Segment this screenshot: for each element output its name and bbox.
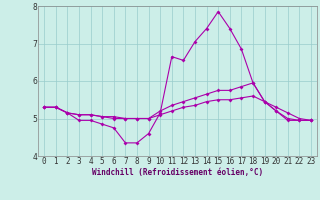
X-axis label: Windchill (Refroidissement éolien,°C): Windchill (Refroidissement éolien,°C): [92, 168, 263, 177]
